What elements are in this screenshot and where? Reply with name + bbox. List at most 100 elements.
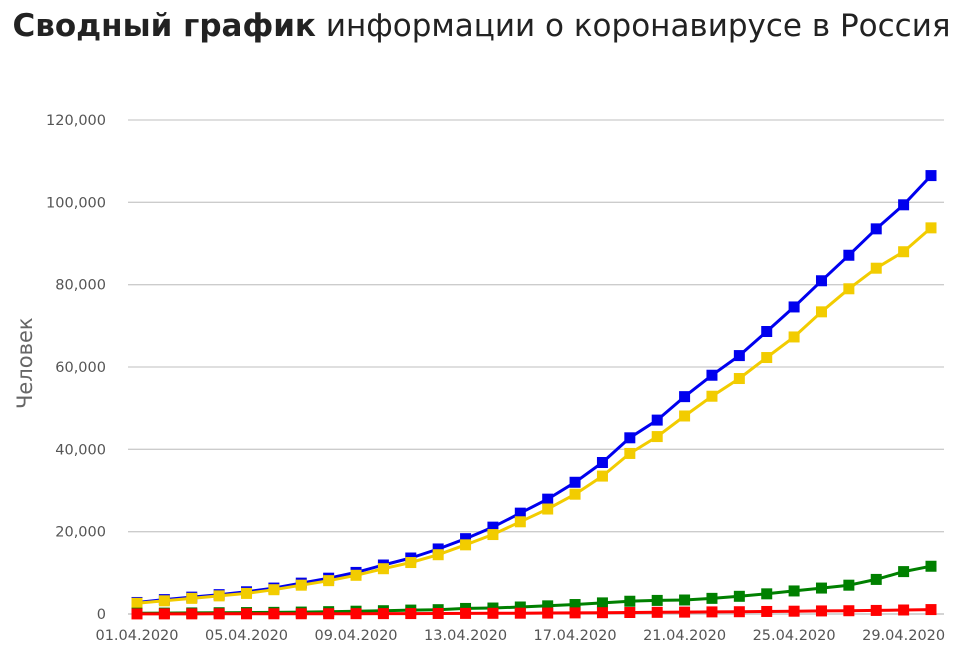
data-point bbox=[898, 199, 910, 211]
y-tick-label: 100,000 bbox=[46, 195, 106, 211]
data-point bbox=[925, 170, 937, 182]
data-point bbox=[131, 597, 143, 609]
data-point bbox=[624, 595, 636, 607]
data-point bbox=[679, 391, 691, 403]
data-point bbox=[295, 579, 307, 591]
data-point bbox=[679, 606, 691, 618]
data-point bbox=[624, 447, 636, 459]
x-tick-label: 25.04.2020 bbox=[753, 628, 836, 644]
data-point bbox=[706, 390, 718, 402]
data-point bbox=[569, 476, 581, 488]
data-point bbox=[542, 607, 554, 619]
data-point bbox=[350, 569, 362, 581]
data-point bbox=[569, 599, 581, 611]
data-point bbox=[761, 352, 773, 364]
data-point bbox=[432, 549, 444, 561]
data-point bbox=[815, 275, 827, 287]
data-point bbox=[350, 608, 362, 620]
data-point bbox=[651, 431, 663, 443]
data-point bbox=[542, 600, 554, 612]
data-point bbox=[761, 326, 773, 338]
data-point bbox=[788, 605, 800, 617]
data-point bbox=[268, 584, 280, 596]
data-point bbox=[733, 590, 745, 602]
data-point bbox=[624, 432, 636, 444]
y-tick-label: 80,000 bbox=[55, 278, 106, 294]
data-point bbox=[706, 606, 718, 618]
data-point bbox=[323, 608, 335, 620]
data-point bbox=[870, 262, 882, 274]
chart-title-rest: информации о коронавирусе в Россия bbox=[315, 8, 951, 44]
data-point bbox=[870, 604, 882, 616]
x-tick-label: 09.04.2020 bbox=[315, 628, 398, 644]
data-point bbox=[870, 223, 882, 235]
data-point bbox=[432, 543, 444, 555]
x-tick-label: 13.04.2020 bbox=[424, 628, 507, 644]
data-point bbox=[460, 539, 472, 551]
data-point bbox=[925, 222, 937, 234]
data-point bbox=[213, 608, 225, 620]
data-point bbox=[213, 590, 225, 602]
data-point bbox=[405, 608, 417, 620]
data-point bbox=[815, 306, 827, 318]
data-point bbox=[925, 604, 937, 616]
data-point bbox=[514, 516, 526, 528]
data-point bbox=[487, 529, 499, 541]
series-line bbox=[136, 174, 933, 604]
data-point bbox=[596, 457, 608, 469]
data-point bbox=[569, 488, 581, 500]
data-point bbox=[158, 608, 170, 620]
data-point bbox=[925, 560, 937, 572]
data-point bbox=[843, 249, 855, 261]
data-point bbox=[569, 607, 581, 619]
data-point bbox=[679, 594, 691, 606]
data-point bbox=[651, 594, 663, 606]
data-point bbox=[460, 607, 472, 619]
data-point bbox=[706, 592, 718, 604]
data-point bbox=[186, 592, 198, 604]
x-tick-label: 05.04.2020 bbox=[205, 628, 288, 644]
data-point bbox=[761, 605, 773, 617]
data-point bbox=[377, 608, 389, 620]
data-point bbox=[788, 585, 800, 597]
data-point bbox=[487, 521, 499, 533]
data-point bbox=[651, 414, 663, 426]
x-tick-label: 17.04.2020 bbox=[534, 628, 617, 644]
data-point bbox=[843, 605, 855, 617]
data-point bbox=[815, 582, 827, 594]
data-point bbox=[733, 350, 745, 362]
data-point bbox=[514, 601, 526, 613]
data-point bbox=[596, 607, 608, 619]
chart-title: Сводный график информации о коронавирусе… bbox=[0, 4, 963, 48]
data-point bbox=[843, 283, 855, 295]
y-tick-label: 0 bbox=[97, 607, 106, 623]
data-point bbox=[898, 246, 910, 258]
data-point bbox=[898, 604, 910, 616]
data-point bbox=[405, 557, 417, 569]
x-tick-label: 01.04.2020 bbox=[95, 628, 178, 644]
data-point bbox=[377, 563, 389, 575]
data-point bbox=[432, 607, 444, 619]
data-point bbox=[733, 373, 745, 385]
data-point bbox=[460, 533, 472, 545]
data-point bbox=[870, 573, 882, 585]
chart-title-bold: Сводный график bbox=[12, 8, 316, 44]
data-point bbox=[542, 493, 554, 505]
data-point bbox=[241, 587, 253, 599]
y-tick-label: 60,000 bbox=[55, 360, 106, 376]
data-point bbox=[596, 470, 608, 482]
data-point bbox=[241, 608, 253, 620]
data-point bbox=[843, 579, 855, 591]
data-point bbox=[679, 410, 691, 422]
data-point bbox=[898, 566, 910, 578]
data-point bbox=[596, 597, 608, 609]
x-tick-label: 29.04.2020 bbox=[862, 628, 945, 644]
y-tick-label: 40,000 bbox=[55, 442, 106, 458]
data-point bbox=[815, 605, 827, 617]
data-point bbox=[268, 608, 280, 620]
data-point bbox=[514, 607, 526, 619]
data-point bbox=[323, 575, 335, 587]
data-point bbox=[131, 608, 143, 620]
x-tick-label: 21.04.2020 bbox=[643, 628, 726, 644]
y-tick-label: 20,000 bbox=[55, 525, 106, 541]
